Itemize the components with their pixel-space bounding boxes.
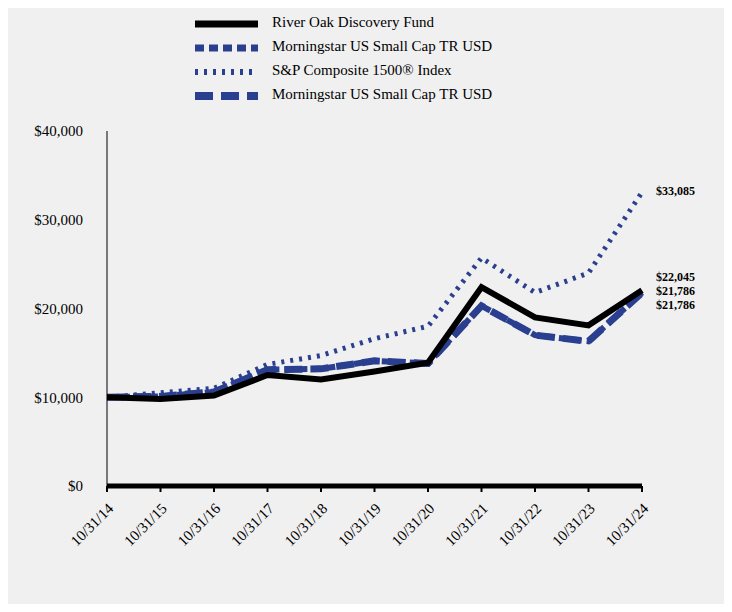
- svg-text:10/31/23: 10/31/23: [549, 500, 598, 549]
- svg-text:10/31/18: 10/31/18: [281, 500, 330, 549]
- svg-text:10/31/24: 10/31/24: [602, 500, 651, 549]
- svg-text:$10,000: $10,000: [34, 390, 83, 406]
- svg-text:$21,786: $21,786: [656, 284, 695, 298]
- svg-text:River Oak Discovery Fund: River Oak Discovery Fund: [272, 14, 435, 30]
- svg-text:10/31/17: 10/31/17: [228, 500, 277, 549]
- svg-text:10/31/16: 10/31/16: [174, 500, 223, 549]
- svg-text:10/31/21: 10/31/21: [442, 500, 491, 549]
- svg-text:10/31/14: 10/31/14: [67, 500, 116, 549]
- svg-text:$22,045: $22,045: [656, 270, 695, 284]
- svg-text:$30,000: $30,000: [34, 212, 83, 228]
- svg-text:$20,000: $20,000: [34, 301, 83, 317]
- svg-text:S&P Composite 1500® Index: S&P Composite 1500® Index: [272, 62, 452, 78]
- svg-text:$33,085: $33,085: [656, 184, 695, 198]
- svg-text:10/31/15: 10/31/15: [121, 500, 170, 549]
- svg-text:10/31/22: 10/31/22: [495, 500, 544, 549]
- svg-text:$0: $0: [68, 478, 83, 494]
- svg-text:Morningstar US Small Cap TR US: Morningstar US Small Cap TR USD: [272, 38, 492, 54]
- svg-text:$40,000: $40,000: [34, 123, 83, 139]
- svg-text:10/31/20: 10/31/20: [388, 500, 437, 549]
- svg-text:Morningstar US Small Cap TR US: Morningstar US Small Cap TR USD: [272, 86, 492, 102]
- svg-text:$21,786: $21,786: [656, 298, 695, 312]
- svg-text:10/31/19: 10/31/19: [335, 500, 384, 549]
